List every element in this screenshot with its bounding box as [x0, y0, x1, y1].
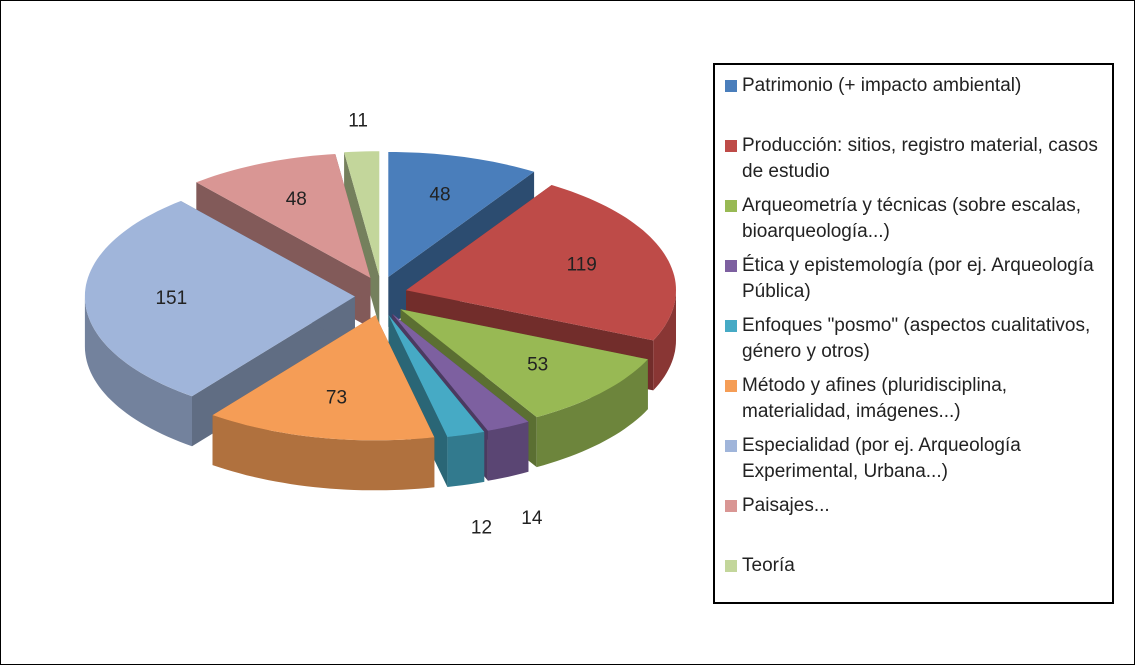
slice: [212, 315, 435, 491]
slice-top: [84, 201, 355, 397]
legend: Patrimonio (+ impacto ambiental) Producci…: [713, 63, 1114, 604]
data-label: 12: [471, 518, 492, 539]
data-label: 151: [155, 288, 187, 309]
slice-top: [406, 185, 676, 341]
legend-label: Patrimonio (+ impacto ambiental): [742, 75, 1022, 96]
legend-entry: Paisajes...: [725, 491, 1112, 551]
legend-label: Método y afines (pluridisciplina, materi…: [742, 375, 1008, 422]
legend-entry: Producción: sitios, registro material, c…: [725, 131, 1112, 191]
legend-swatch: [725, 260, 737, 272]
legend-swatch: [725, 320, 737, 332]
data-label: 48: [429, 184, 450, 205]
slice-wall: [344, 152, 380, 327]
legend-swatch: [725, 440, 737, 452]
legend-label: Producción: sitios, registro material, c…: [742, 135, 1098, 182]
legend-entry: Método y afines (pluridisciplina, materi…: [725, 371, 1112, 431]
legend-label: Teoría: [742, 555, 795, 576]
legend-label: Arqueometría y técnicas (sobre escalas, …: [742, 195, 1081, 242]
legend-entry: Arqueometría y técnicas (sobre escalas, …: [725, 191, 1112, 251]
slice-side: [84, 296, 192, 447]
slice-side: [212, 415, 435, 491]
slice-side: [487, 421, 529, 481]
slice-side: [447, 431, 485, 487]
data-label: 119: [567, 255, 597, 276]
data-label: 11: [348, 111, 368, 132]
legend-label: Paisajes...: [742, 495, 830, 516]
legend-label: Enfoques "posmo" (aspectos cualitativos,…: [742, 315, 1091, 362]
slice-side: [536, 359, 648, 468]
slice-top: [400, 309, 648, 418]
legend-entry: Especialidad (por ej. Arqueología Experi…: [725, 431, 1112, 491]
legend-swatch: [725, 80, 737, 92]
data-label: 48: [286, 189, 307, 210]
slice-top: [212, 315, 435, 441]
legend-swatch: [725, 200, 737, 212]
slice-top: [388, 315, 485, 437]
data-label: 73: [326, 387, 347, 408]
data-label: 53: [527, 355, 548, 376]
slice-side: [653, 290, 676, 391]
legend-entry: Enfoques "posmo" (aspectos cualitativos,…: [725, 311, 1112, 371]
legend-swatch: [725, 140, 737, 152]
legend-swatch: [725, 560, 737, 572]
slice-top: [392, 313, 529, 431]
data-label: 14: [521, 508, 543, 529]
legend-label: Especialidad (por ej. Arqueología Experi…: [742, 435, 1021, 482]
slice-top: [344, 151, 380, 277]
slice-top: [388, 152, 535, 277]
legend-entry: Patrimonio (+ impacto ambiental): [725, 71, 1112, 131]
legend-entry: Teoría: [725, 551, 1112, 611]
legend-entry: Ética y epistemología (por ej. Arqueolog…: [725, 251, 1112, 311]
pie-chart: 48 119 53 14 12 73 151 48 11: [84, 111, 676, 539]
legend-swatch: [725, 380, 737, 392]
slice: [344, 151, 380, 327]
slice-top: [196, 154, 371, 278]
legend-swatch: [725, 500, 737, 512]
legend-label: Ética y epistemología (por ej. Arqueolog…: [742, 255, 1094, 302]
